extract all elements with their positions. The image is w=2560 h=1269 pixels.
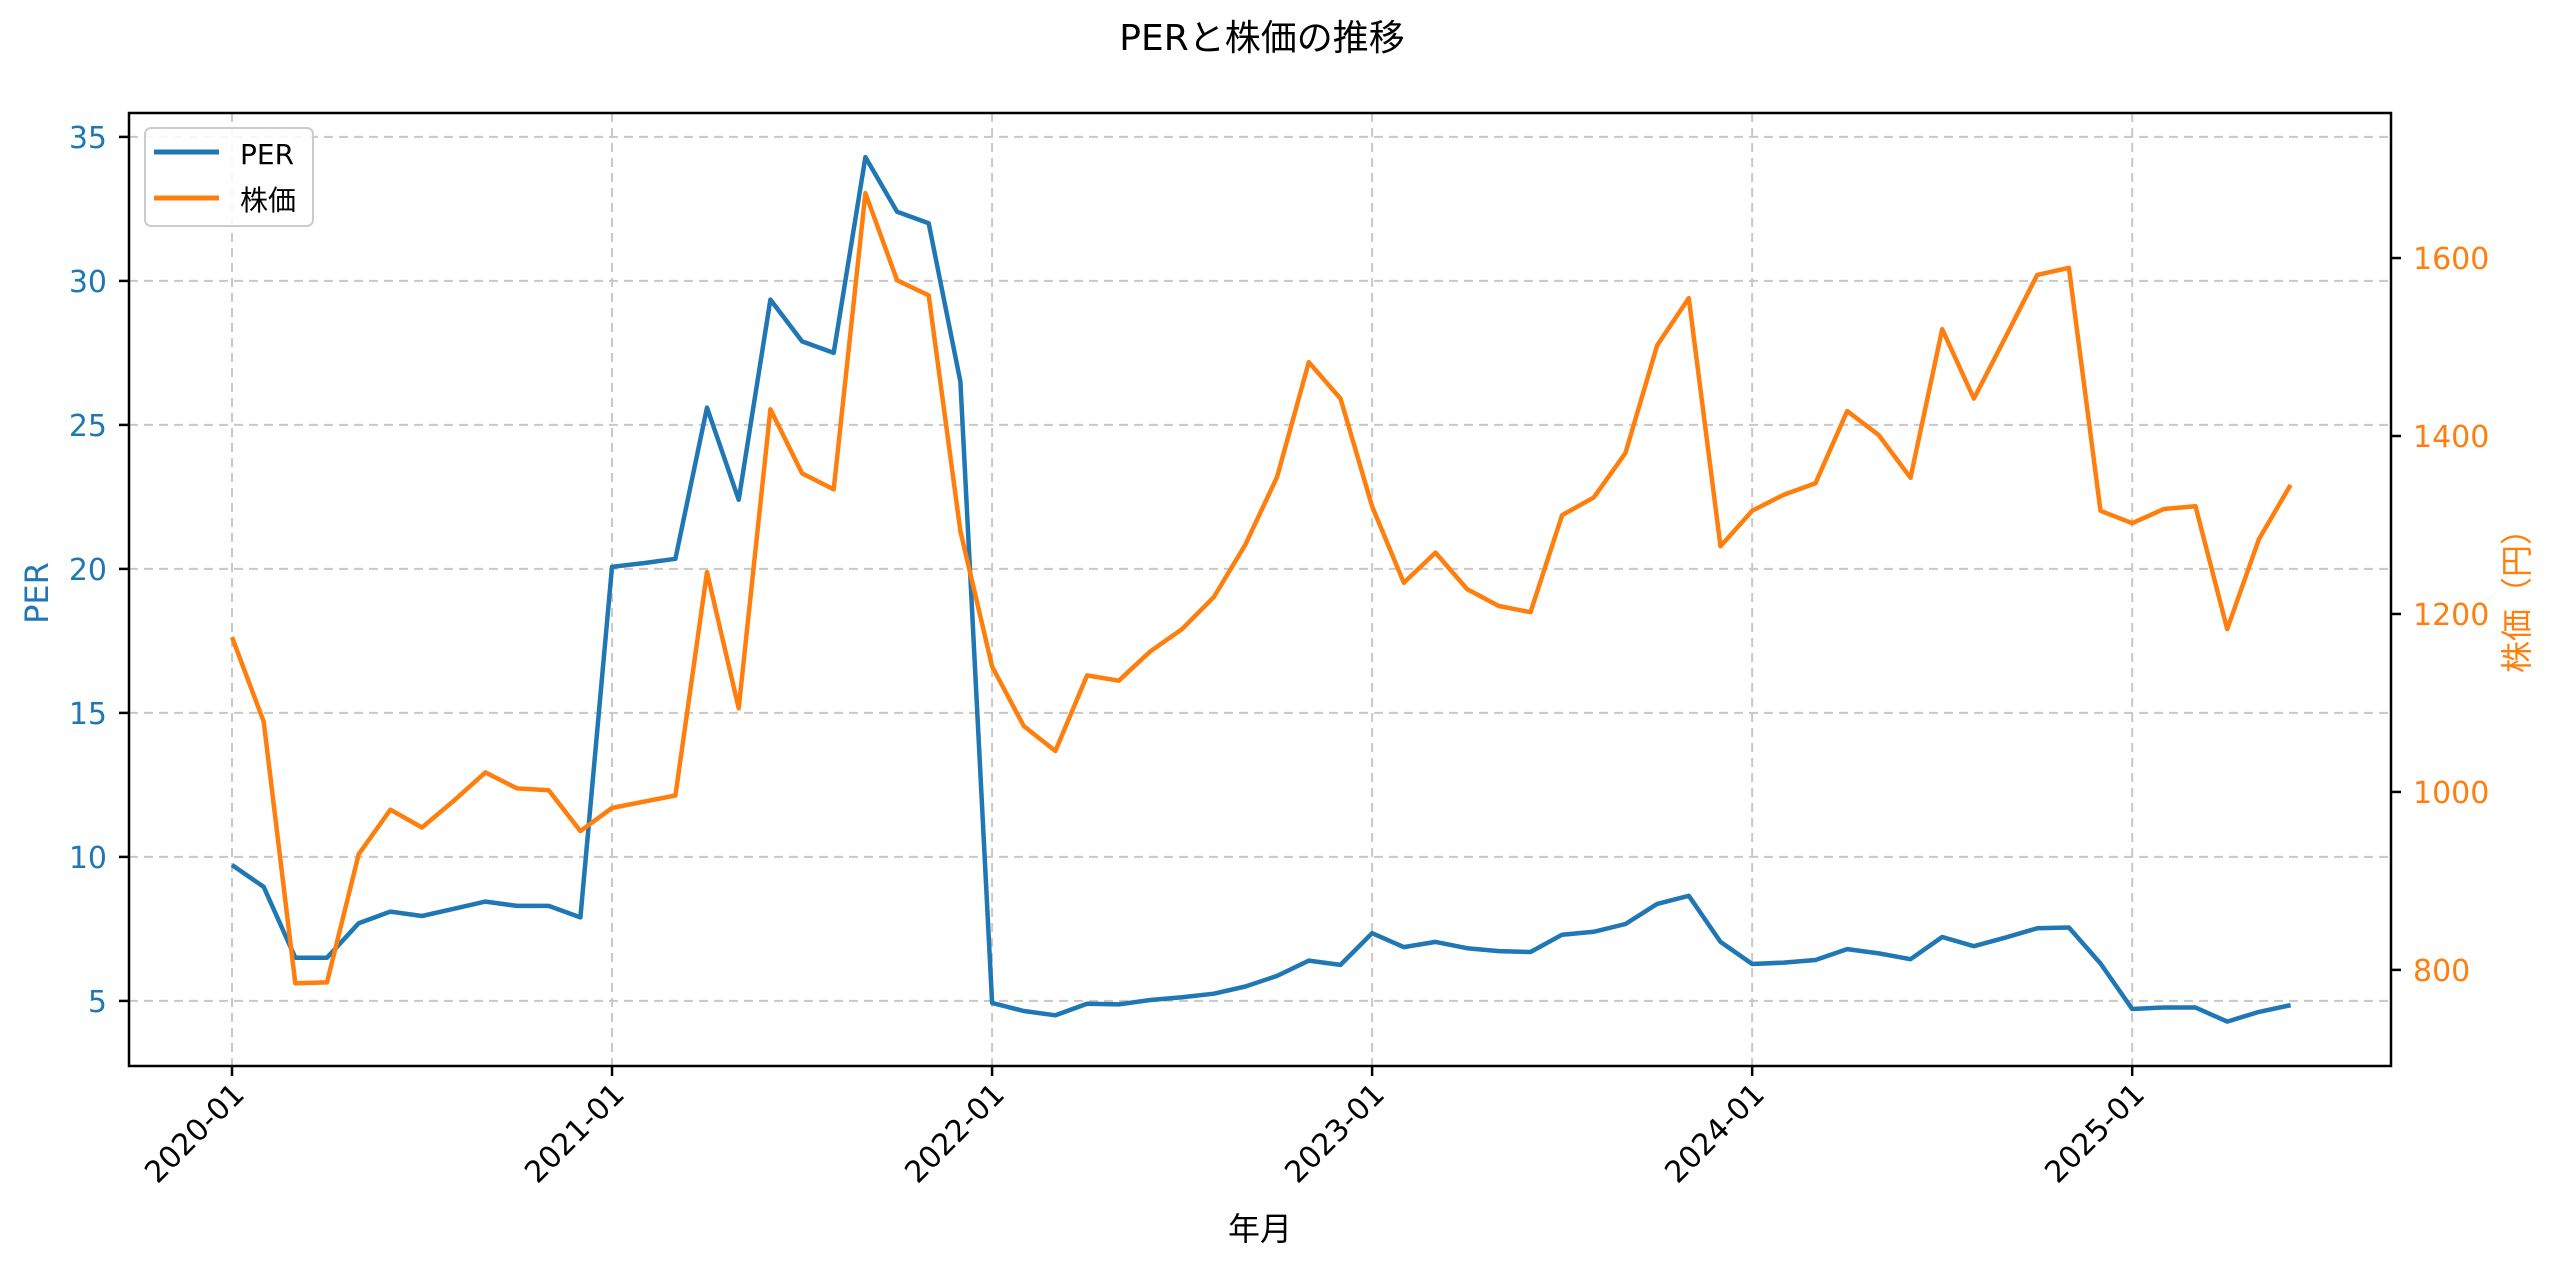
left-y-axis-label: PER (18, 562, 56, 624)
left-tick-label: 25 (69, 409, 107, 444)
left-tick-label: 5 (88, 985, 107, 1020)
right-tick-label: 1000 (2413, 776, 2489, 811)
right-tick-label: 1600 (2413, 242, 2489, 277)
left-y-axis: 5 10 15 20 25 30 35 (69, 121, 129, 1020)
left-tick-label: 35 (69, 121, 107, 156)
right-y-axis: 800 1000 1200 1400 1600 (2391, 242, 2489, 989)
price-line (229, 190, 2293, 986)
plot-frame (127, 111, 2393, 1068)
plot-lines (229, 154, 2293, 1024)
left-tick-label: 20 (69, 553, 107, 588)
left-tick-label: 30 (69, 265, 107, 300)
legend: PER 株価 (144, 127, 314, 227)
x-axis-label: 年月 (1228, 1210, 1292, 1248)
grid-lines (129, 113, 2391, 1066)
legend-label-per: PER (240, 138, 294, 171)
left-tick-label: 15 (69, 697, 107, 732)
chart-title: PERと株価の推移 (1119, 18, 1404, 59)
right-tick-label: 800 (2413, 954, 2470, 989)
right-y-axis-label: 株価（円） (2498, 513, 2536, 673)
right-tick-label: 1200 (2413, 598, 2489, 633)
left-tick-label: 10 (69, 841, 107, 876)
right-tick-label: 1400 (2413, 420, 2489, 455)
legend-label-price: 株価 (240, 184, 296, 217)
per-line (230, 154, 2292, 1024)
